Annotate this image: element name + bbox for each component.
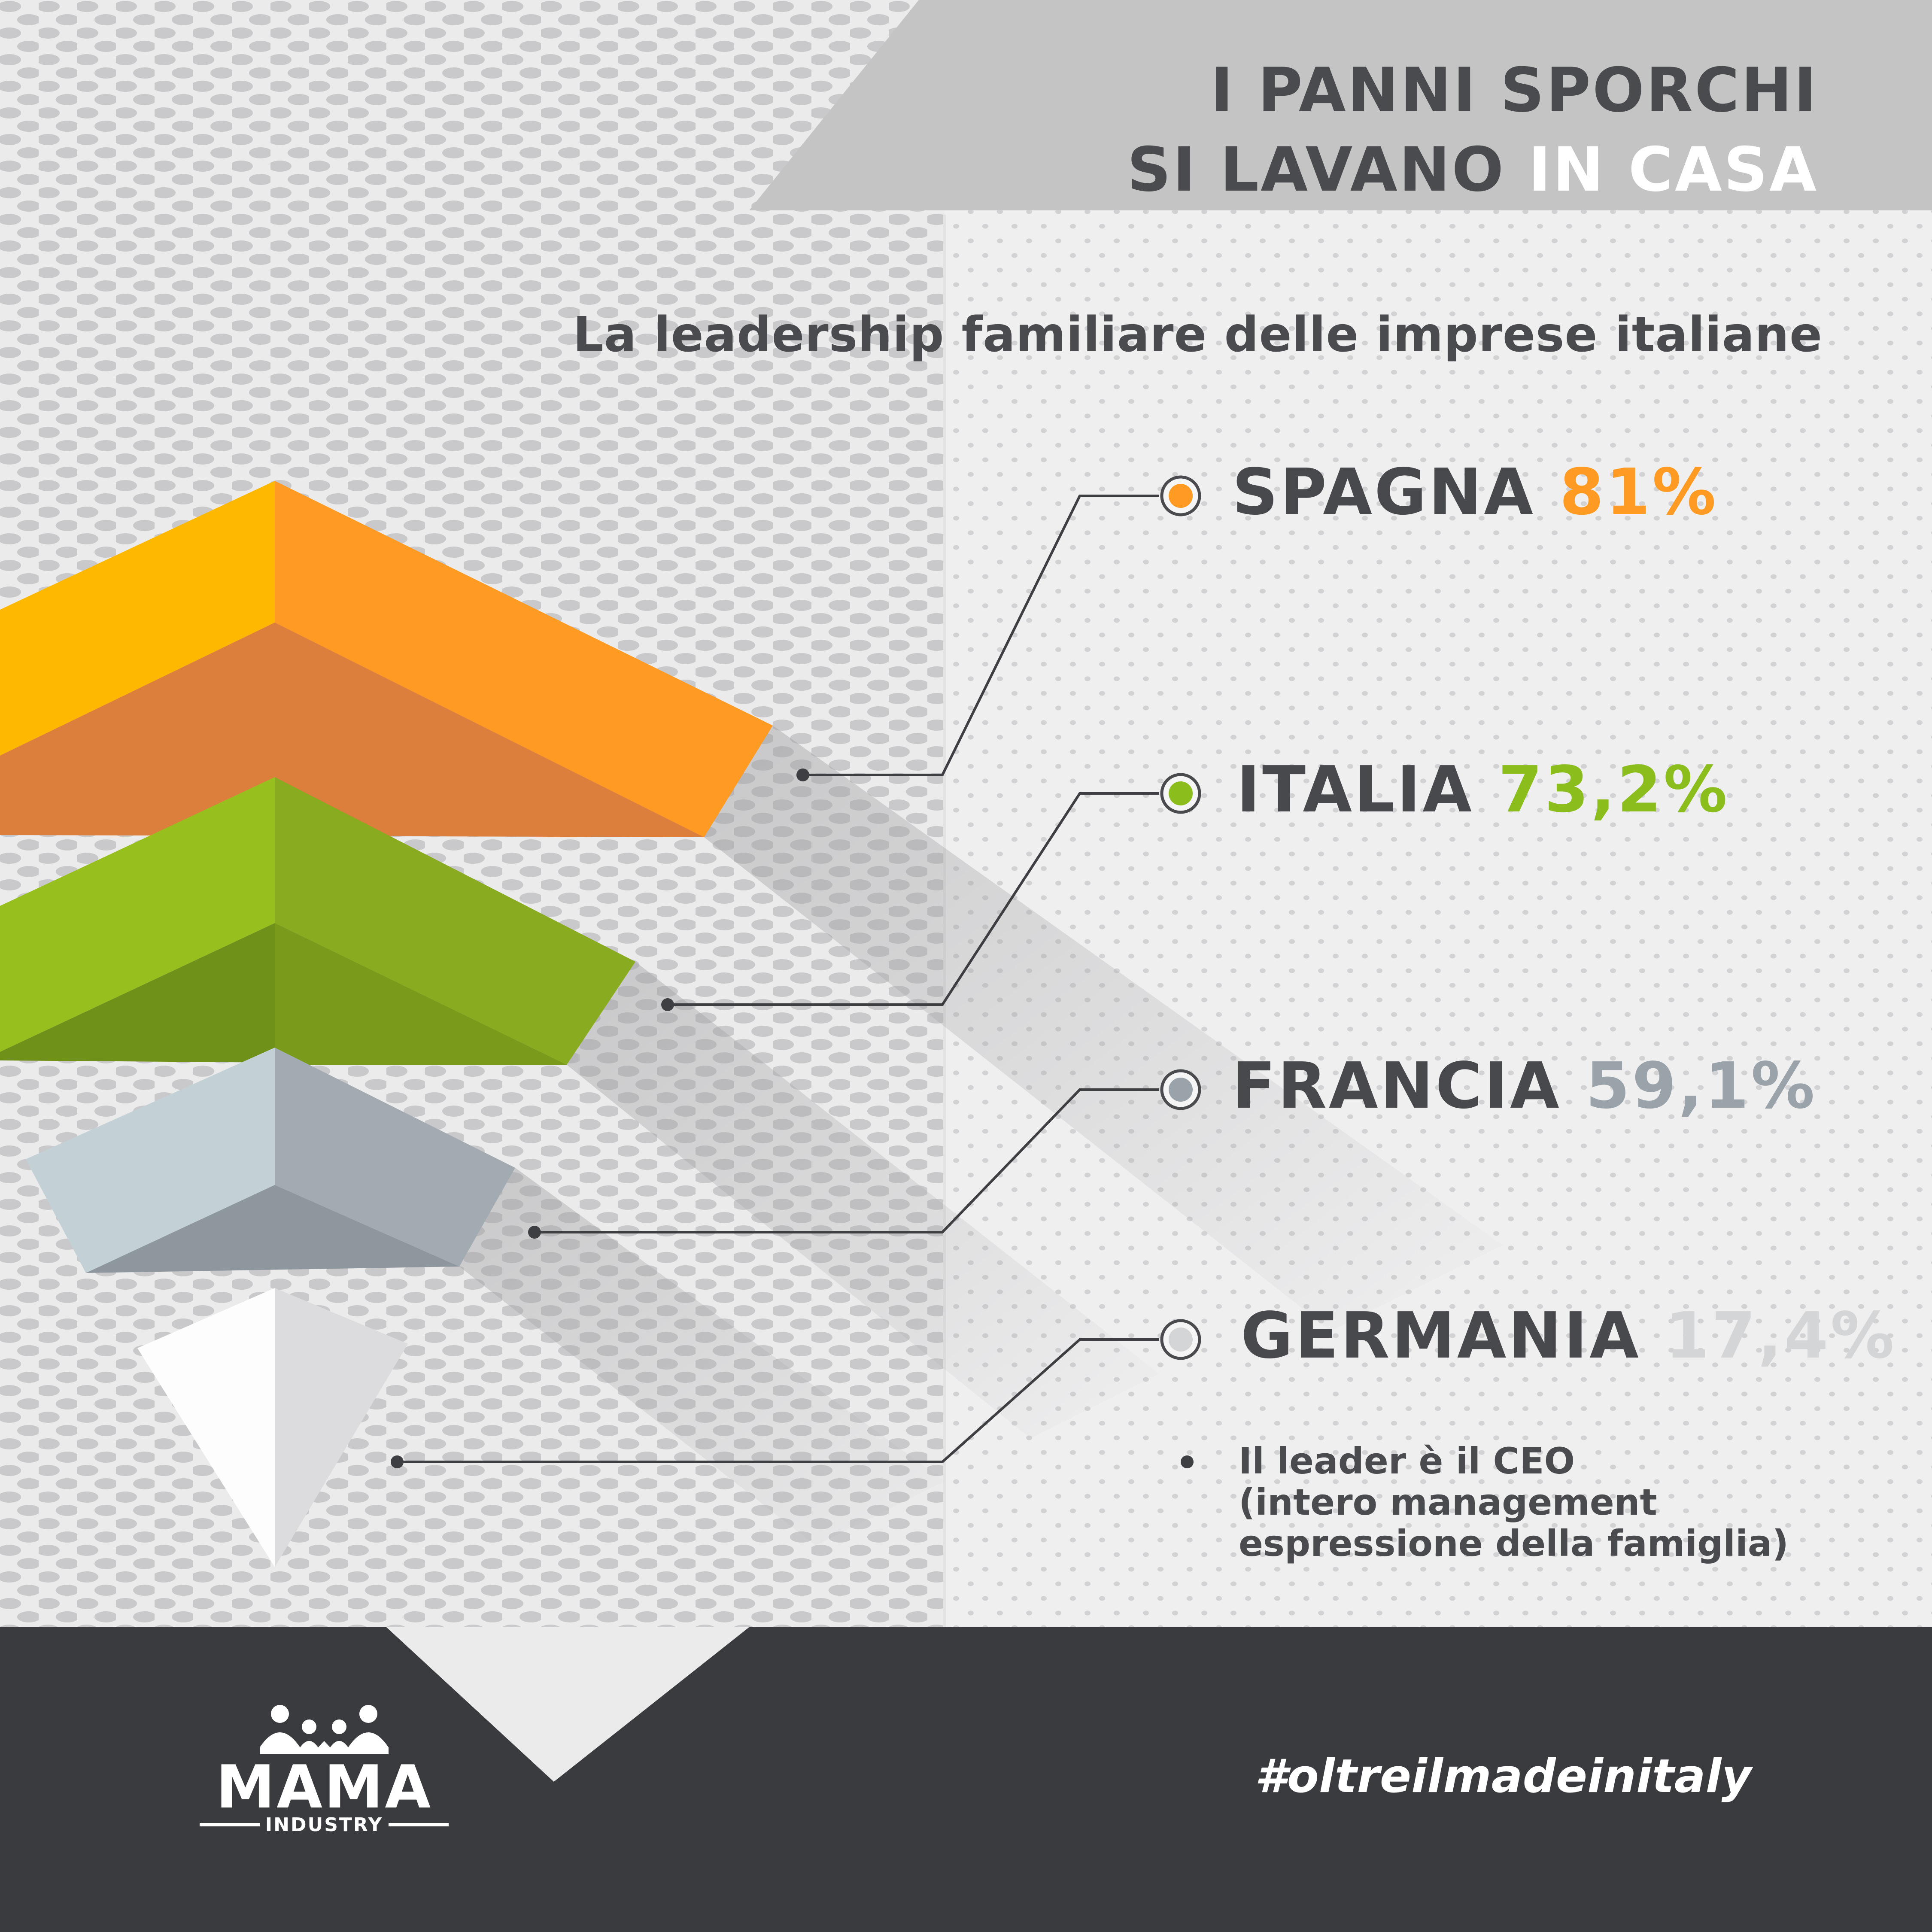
value-label: 17,4%: [1665, 1299, 1896, 1373]
hashtag: #oltreilmadeinitaly: [1255, 1750, 1752, 1803]
title-line-2-main: SI LAVANO: [1127, 134, 1528, 205]
title-line-1: I PANNI SPORCHI: [1210, 55, 1818, 126]
connector-start-dots: [391, 769, 809, 1468]
connectors: [397, 495, 1159, 1463]
logo-figures-icon: [260, 1705, 389, 1754]
category-name: ITALIA: [1236, 753, 1498, 826]
note-text: Il leader è il CEO (intero management es…: [1239, 1440, 1789, 1564]
layer-francia: [26, 1048, 515, 1273]
marker-dot-italia: [1169, 781, 1193, 805]
marker-dot-francia: [1169, 1078, 1193, 1102]
header-band: [749, 0, 1932, 210]
label-francia: FRANCIA 59,1%: [1232, 1049, 1817, 1123]
note-line-2: (intero management: [1239, 1481, 1657, 1523]
label-germania: GERMANIA 17,4%: [1241, 1299, 1896, 1373]
layer-spagna: [0, 481, 773, 837]
note-line-3: espressione della famiglia): [1239, 1522, 1789, 1564]
page-title: I PANNI SPORCHI SI LAVANO IN CASA: [1127, 51, 1818, 210]
note-line-1: Il leader è il CEO: [1239, 1440, 1575, 1482]
note-bullet: [1181, 1455, 1194, 1468]
category-name: GERMANIA: [1241, 1299, 1665, 1373]
value-label: 59,1%: [1586, 1049, 1817, 1123]
series-markers: [1160, 475, 1201, 1360]
subtitle: La leadership familiare delle imprese it…: [573, 307, 1823, 363]
footer-band: [0, 1627, 1932, 1932]
layer-italia: [0, 777, 635, 1065]
marker-dot-germania: [1169, 1327, 1193, 1352]
value-label: 73,2%: [1498, 753, 1729, 826]
title-line-2: SI LAVANO IN CASA: [1127, 130, 1818, 210]
category-name: SPAGNA: [1232, 455, 1560, 529]
logo-sub: INDUSTRY: [265, 1814, 383, 1836]
title-highlight: IN CASA: [1528, 134, 1818, 205]
logo-word: MAMA: [216, 1753, 432, 1822]
marker-dot-spagna: [1169, 484, 1193, 508]
value-label: 81%: [1559, 455, 1718, 529]
category-name: FRANCIA: [1232, 1049, 1586, 1123]
layer-germania: [137, 1288, 408, 1567]
label-spagna: SPAGNA 81%: [1232, 455, 1718, 529]
label-italia: ITALIA 73,2%: [1236, 753, 1729, 826]
mama-industry-logo: MAMA INDUSTRY: [200, 1705, 449, 1836]
